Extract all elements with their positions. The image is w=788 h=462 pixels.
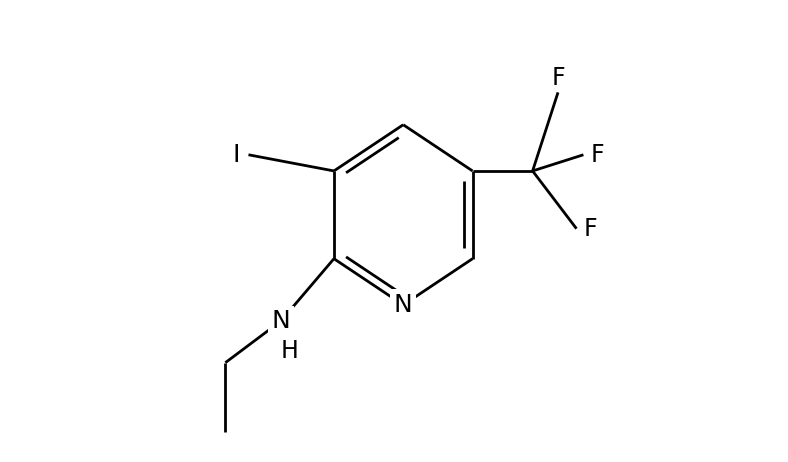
- Text: N: N: [394, 293, 413, 317]
- Text: N: N: [271, 309, 290, 333]
- Text: F: F: [590, 143, 604, 167]
- Text: I: I: [232, 143, 240, 167]
- Text: F: F: [583, 217, 597, 241]
- Text: H: H: [281, 339, 298, 363]
- Text: F: F: [551, 66, 565, 90]
